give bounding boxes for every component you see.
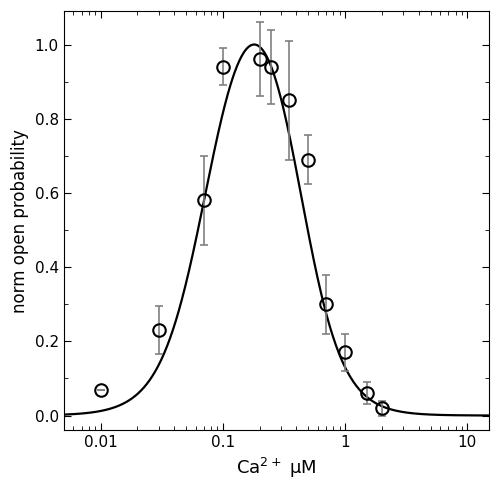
Y-axis label: norm open probability: norm open probability <box>11 129 29 313</box>
X-axis label: Ca$^{2+}$ μM: Ca$^{2+}$ μM <box>236 456 316 480</box>
